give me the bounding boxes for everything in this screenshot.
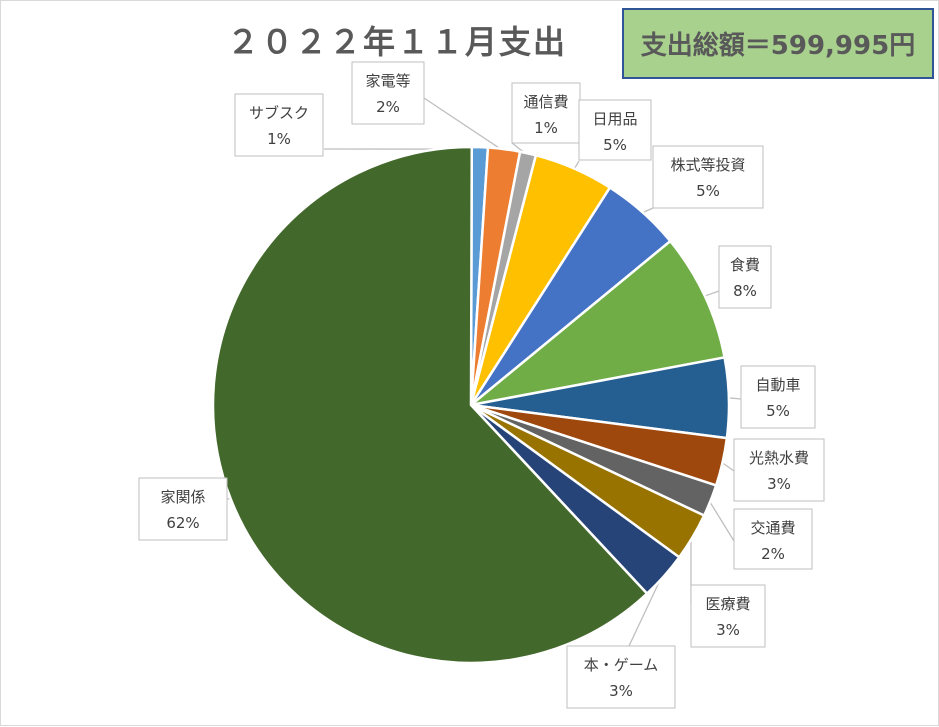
data-label-percent: 62% — [166, 514, 199, 532]
data-label-percent: 1% — [534, 119, 558, 137]
leader-line-transport — [709, 500, 734, 541]
data-label-percent: 2% — [761, 545, 785, 563]
data-label-category: 医療費 — [705, 595, 750, 613]
data-label-percent: 3% — [609, 682, 633, 700]
data-label-telecom: 通信費 1% — [512, 83, 580, 143]
data-label-medical: 医療費 3% — [691, 585, 765, 647]
data-label-category: 交通費 — [750, 519, 795, 537]
pie-slices — [213, 147, 729, 663]
data-label-category: 家関係 — [160, 488, 205, 506]
data-label-daily-goods: 日用品 5% — [579, 100, 651, 160]
data-label-category: サブスク — [249, 104, 309, 122]
data-label-investment: 株式等投資 5% — [653, 146, 763, 208]
data-label-percent: 3% — [767, 475, 791, 493]
data-label-percent: 5% — [696, 182, 720, 200]
data-label-category: 家電等 — [365, 72, 410, 90]
data-label-utilities: 光熱水費 3% — [734, 439, 824, 501]
data-label-percent: 5% — [603, 136, 627, 154]
data-label-percent: 3% — [716, 621, 740, 639]
data-label-category: 自動車 — [755, 376, 800, 394]
data-label-category: 通信費 — [523, 93, 568, 111]
leader-line-appliances — [424, 98, 504, 151]
data-label-transport: 交通費 2% — [734, 509, 812, 569]
data-label-category: 株式等投資 — [670, 156, 745, 174]
data-label-category: 日用品 — [592, 110, 637, 128]
data-label-category: 本・ゲーム — [584, 656, 659, 674]
data-label-percent: 8% — [733, 282, 757, 300]
data-label-appliances: 家電等 2% — [352, 62, 424, 124]
data-label-category: 食費 — [730, 256, 760, 274]
data-label-percent: 1% — [267, 130, 291, 148]
data-label-food: 食費 8% — [719, 246, 771, 308]
data-label-percent: 2% — [376, 98, 400, 116]
data-label-car: 自動車 5% — [741, 366, 815, 428]
data-label-books-games: 本・ゲーム 3% — [567, 646, 675, 708]
data-label-category: 光熱水費 — [749, 449, 809, 467]
data-label-subscription: サブスク 1% — [235, 94, 323, 156]
data-label-housing: 家関係 62% — [139, 478, 227, 540]
data-label-percent: 5% — [766, 402, 790, 420]
